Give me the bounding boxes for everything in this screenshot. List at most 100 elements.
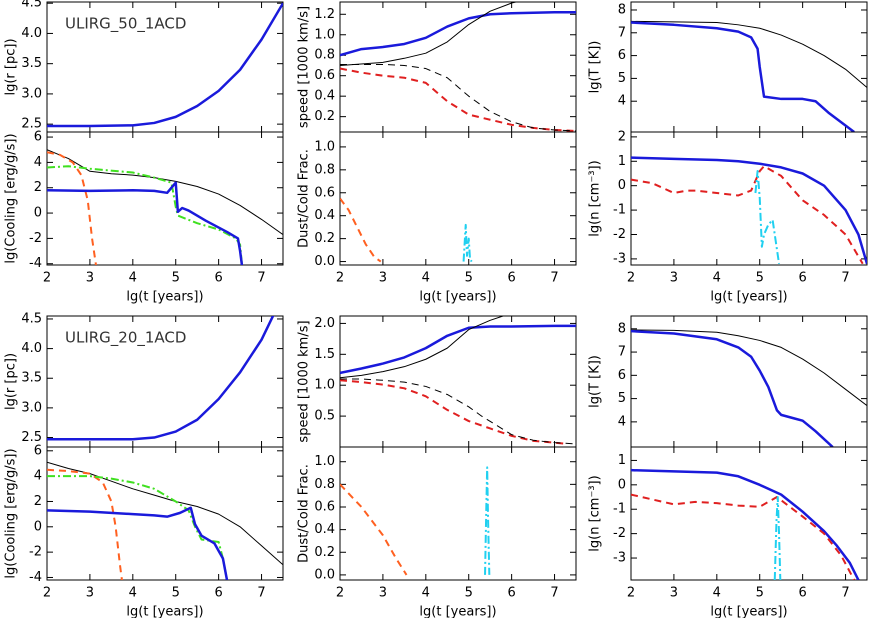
y-tick-label: 4.5 [21, 0, 42, 11]
series-group [631, 156, 867, 265]
plot-frame [630, 315, 868, 448]
series-group [340, 197, 473, 263]
y-tick-label: 0.6 [314, 185, 335, 200]
x-axis-label: lg(t [years]) [710, 605, 787, 619]
series-group [47, 2, 283, 128]
y-tick-label: 1.5 [314, 347, 335, 362]
x-tick-label: 5 [465, 271, 473, 286]
series-group [340, 316, 576, 445]
data-line [47, 165, 244, 265]
y-tick-label: -4 [29, 570, 42, 585]
x-tick-label: 3 [670, 271, 678, 286]
data-line [340, 10, 576, 57]
y-axis-label: lg(n [cm⁻³]) [588, 160, 603, 236]
y-tick-label: 0 [618, 178, 626, 193]
x-axis-label: lg(t [years]) [419, 290, 496, 305]
data-line [47, 461, 283, 566]
data-line [47, 468, 123, 580]
x-tick-label: 4 [422, 271, 430, 286]
y-tick-label: 3.0 [21, 86, 42, 101]
data-line [47, 2, 283, 128]
y-tick-label: 3.5 [21, 371, 42, 386]
y-tick-label: 0.2 [314, 109, 335, 124]
y-axis-label: Dust/Cold Frac. [297, 149, 312, 248]
x-tick-label: 7 [550, 586, 558, 601]
y-tick-label: 2.5 [21, 117, 42, 132]
y-tick-label: 5 [618, 391, 626, 406]
x-tick-label: 6 [798, 586, 806, 601]
x-tick-label: 4 [129, 586, 137, 601]
y-tick-label: 0.8 [314, 477, 335, 492]
y-tick-label: 0 [34, 519, 42, 534]
y-tick-label: -2 [613, 526, 626, 541]
y-tick-label: 0.2 [314, 545, 335, 560]
y-tick-label: 6 [618, 368, 626, 383]
data-line [754, 170, 781, 264]
data-line [631, 329, 834, 447]
data-line [631, 21, 855, 132]
y-tick-label: -1 [613, 502, 626, 517]
x-tick-label: 3 [86, 586, 94, 601]
series-group [340, 466, 491, 576]
y-tick-label: 8 [618, 2, 626, 17]
data-line [47, 506, 229, 580]
y-tick-label: -3 [613, 251, 626, 266]
data-line [631, 156, 867, 265]
x-tick-label: 7 [550, 271, 558, 286]
data-line [631, 165, 864, 265]
data-line [340, 67, 576, 132]
y-tick-label: 1.2 [314, 7, 335, 22]
data-line [340, 378, 576, 445]
x-tick-label: 6 [214, 586, 222, 601]
y-tick-label: -2 [613, 227, 626, 242]
x-tick-label: 3 [670, 586, 678, 601]
x-tick-label: 5 [172, 586, 180, 601]
x-tick-label: 2 [627, 271, 635, 286]
data-line [340, 379, 568, 445]
y-axis-label: lg(r [pc]) [4, 353, 19, 410]
y-tick-label: 4 [618, 94, 626, 109]
y-tick-label: 6 [34, 130, 42, 145]
x-tick-label: 3 [86, 271, 94, 286]
x-tick-label: 7 [257, 271, 265, 286]
y-axis-label: speed [1000 km/s] [297, 6, 312, 128]
data-line [47, 316, 275, 441]
y-tick-label: -1 [613, 203, 626, 218]
y-tick-label: 1 [618, 453, 626, 468]
y-tick-label: 4 [618, 414, 626, 429]
plot-frame [339, 315, 577, 448]
y-tick-label: 4 [34, 469, 42, 484]
x-tick-label: 5 [756, 271, 764, 286]
y-tick-label: 0.6 [314, 499, 335, 514]
data-line [631, 329, 867, 406]
y-axis-label: lg(r [pc]) [4, 38, 19, 95]
plot-frame [46, 446, 284, 581]
x-tick-label: 2 [627, 586, 635, 601]
x-tick-label: 2 [43, 586, 51, 601]
y-tick-label: 3.0 [21, 400, 42, 415]
y-tick-label: 0.0 [314, 254, 335, 269]
x-tick-label: 4 [129, 271, 137, 286]
y-tick-label: 0.6 [314, 68, 335, 83]
y-tick-label: 0.5 [314, 409, 335, 424]
x-tick-label: 3 [379, 586, 387, 601]
x-tick-label: 2 [43, 271, 51, 286]
plot-frame [339, 131, 577, 266]
data-line [47, 475, 228, 580]
y-tick-label: 4.0 [21, 26, 42, 41]
data-line [462, 223, 473, 263]
x-tick-label: 7 [841, 586, 849, 601]
y-tick-label: 2.5 [21, 430, 42, 445]
series-group [47, 316, 275, 441]
data-line [631, 20, 867, 88]
y-tick-label: 2 [618, 129, 626, 144]
y-axis-label: lg(Cooling [erg/g/s]) [4, 133, 19, 263]
x-tick-label: 6 [507, 586, 515, 601]
x-tick-label: 2 [336, 586, 344, 601]
y-axis-label: lg(T [K]) [588, 355, 603, 408]
data-line [484, 466, 491, 575]
y-tick-label: 1.0 [314, 454, 335, 469]
series-group [47, 149, 283, 265]
y-tick-label: 8 [618, 321, 626, 336]
